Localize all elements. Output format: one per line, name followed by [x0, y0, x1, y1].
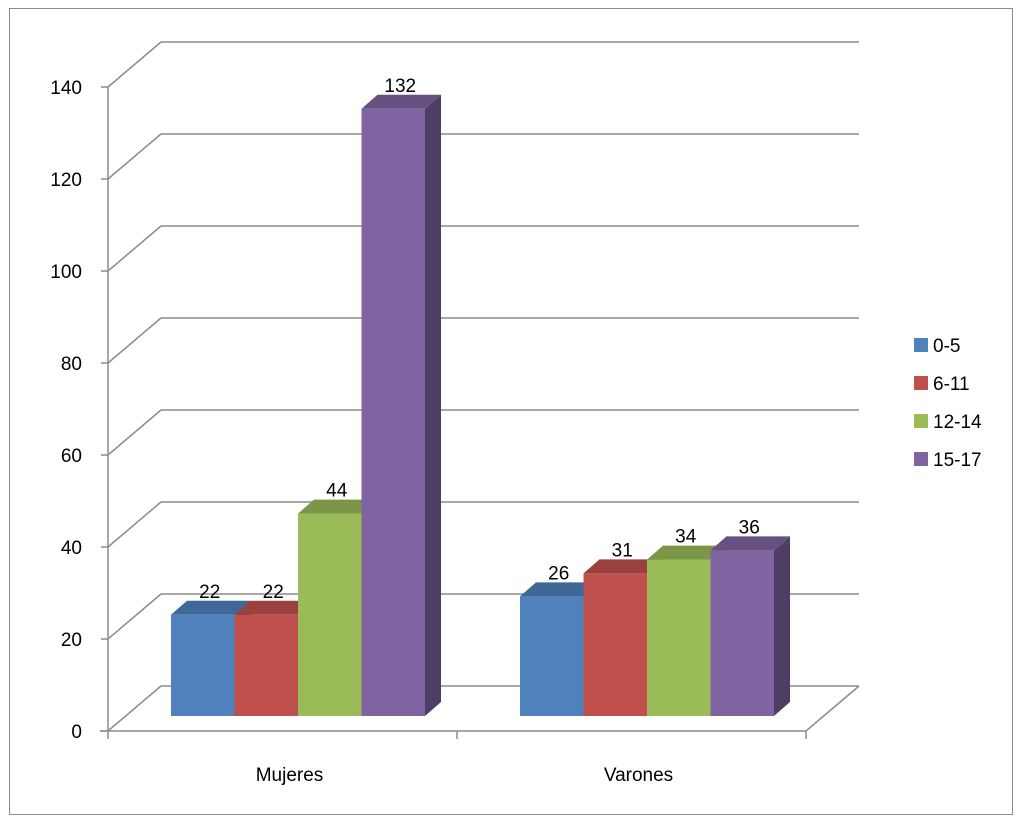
- legend-label: 6-11: [933, 374, 970, 395]
- bar-top: [647, 545, 727, 560]
- gridline-side: [107, 41, 162, 88]
- gridline-side: [107, 501, 162, 548]
- data-label: 22: [199, 582, 220, 603]
- data-label: 22: [263, 582, 284, 603]
- gridline-side: [107, 317, 162, 364]
- bar-top: [171, 600, 251, 615]
- bar-front: [171, 614, 235, 716]
- data-label: 44: [326, 481, 348, 502]
- legend-swatch: [914, 338, 928, 352]
- y-tick-label: 120: [50, 170, 82, 191]
- data-label: 36: [739, 517, 760, 538]
- y-tick-label: 40: [61, 538, 82, 559]
- x-tick-label: Mujeres: [256, 765, 324, 786]
- bar-front: [647, 559, 711, 716]
- bar-15-17-Varones: [710, 536, 790, 716]
- bar-front: [361, 108, 425, 717]
- legend-swatch: [914, 414, 928, 428]
- gridline-side: [107, 409, 162, 456]
- x-tick-label: Varones: [604, 765, 673, 786]
- bar-top: [520, 582, 600, 597]
- gridlines: [107, 41, 859, 640]
- floor-right-edge: [805, 685, 860, 732]
- data-label: 132: [384, 76, 416, 97]
- y-tick-label: 80: [61, 354, 82, 375]
- y-tick-label: 100: [50, 262, 82, 283]
- data-labels: 22 22 44 132 26 31 34 36: [199, 76, 760, 603]
- legend-swatch: [914, 376, 928, 390]
- bar-side: [425, 94, 441, 717]
- bar-front: [298, 513, 362, 716]
- y-tick-label: 20: [61, 630, 82, 651]
- bar-side: [774, 536, 790, 716]
- gridline-side: [107, 225, 162, 272]
- data-label: 31: [612, 540, 633, 561]
- y-tick-label: 140: [50, 78, 82, 99]
- bar-top: [298, 499, 378, 514]
- bar-top: [234, 600, 314, 615]
- legend-swatch: [914, 452, 928, 466]
- bar-top: [361, 94, 441, 109]
- bar-top: [583, 559, 663, 574]
- y-tick-label: 60: [61, 446, 82, 467]
- floor-left-edge: [107, 685, 162, 732]
- bar-front: [583, 573, 647, 716]
- legend-label: 15-17: [933, 450, 982, 471]
- legend: 0-5 6-11 12-14 15-17: [914, 336, 982, 471]
- legend-label: 0-5: [933, 336, 960, 357]
- data-label: 26: [548, 563, 569, 584]
- gridline-side: [107, 593, 162, 640]
- y-tick-label: 0: [71, 722, 82, 743]
- gridline-side: [107, 133, 162, 180]
- data-label: 34: [675, 527, 697, 548]
- x-axis-ticks: Mujeres Varones: [256, 765, 673, 786]
- bar-top: [710, 536, 790, 551]
- legend-label: 12-14: [933, 412, 982, 433]
- bars: [171, 94, 790, 717]
- bar-front: [520, 596, 584, 716]
- bar-front: [710, 550, 774, 716]
- y-axis-ticks: 0 20 40 60 80 100 120 140: [50, 78, 82, 743]
- bar-front: [234, 614, 298, 716]
- bar-15-17-Mujeres: [361, 94, 441, 717]
